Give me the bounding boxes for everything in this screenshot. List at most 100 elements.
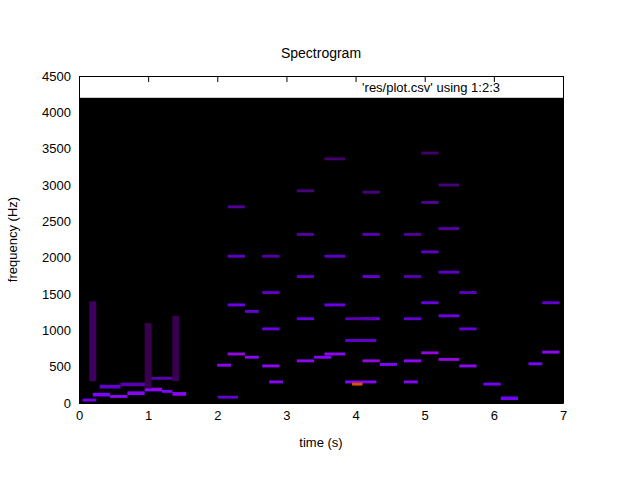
tick-label: 3500 — [42, 141, 71, 156]
cell — [324, 303, 345, 306]
cell — [459, 327, 476, 330]
y-axis: 050010001500200025003000350040004500 — [42, 69, 85, 411]
tick-mark — [557, 221, 563, 222]
tick — [557, 185, 563, 186]
y-axis-title: frequency (Hz) — [5, 197, 20, 282]
cell — [89, 301, 96, 381]
tick-label: 0 — [76, 408, 83, 423]
cell — [542, 301, 559, 304]
tick — [286, 76, 287, 82]
chart: 0123456705001000150020002500300035004000… — [0, 0, 640, 480]
cell — [404, 317, 421, 320]
x-axis: 01234567 — [76, 397, 567, 423]
cell — [148, 377, 176, 380]
cell — [245, 310, 259, 313]
cell — [262, 364, 279, 367]
cell — [483, 383, 500, 386]
cell — [501, 396, 518, 400]
cell — [162, 390, 172, 393]
cell — [262, 327, 279, 330]
cell — [228, 303, 245, 306]
tick-mark — [148, 397, 149, 403]
tick: 6 — [491, 397, 498, 423]
cell — [217, 396, 238, 399]
tick-mark — [557, 403, 563, 404]
tick — [557, 258, 563, 259]
tick-mark — [557, 294, 563, 295]
tick — [356, 76, 357, 82]
tick-mark — [217, 76, 218, 82]
title: Spectrogram — [281, 45, 361, 61]
tick-label: 3000 — [42, 178, 71, 193]
cell — [145, 323, 152, 388]
tick: 500 — [49, 359, 85, 374]
tick — [557, 149, 563, 150]
tick: 3 — [283, 397, 290, 423]
tick-mark — [79, 185, 85, 186]
tick: 1500 — [42, 287, 85, 302]
cell — [100, 385, 121, 389]
cell — [439, 358, 460, 361]
cell — [172, 316, 179, 381]
tick-mark — [557, 149, 563, 150]
cell — [324, 255, 345, 258]
cell — [439, 227, 460, 230]
tick-mark — [286, 76, 287, 82]
tick — [557, 403, 563, 404]
tick — [557, 367, 563, 368]
cell — [297, 275, 314, 278]
cell — [439, 271, 460, 274]
cell — [324, 157, 345, 160]
tick-label: 2500 — [42, 214, 71, 229]
axis-line — [79, 77, 80, 404]
cell — [79, 98, 563, 403]
tick-label: 1000 — [42, 323, 71, 338]
tick: 4000 — [42, 105, 85, 120]
tick-mark — [79, 221, 85, 222]
cell — [421, 301, 438, 304]
tick-label: 5 — [422, 408, 429, 423]
cell — [380, 363, 397, 366]
tick: 5 — [422, 397, 429, 423]
cell — [421, 250, 438, 253]
tick — [217, 76, 218, 82]
tick-mark — [557, 258, 563, 259]
cell — [439, 314, 460, 317]
cell — [228, 255, 245, 258]
cell — [362, 191, 379, 194]
cell — [262, 255, 279, 258]
tick-label: 1 — [145, 408, 152, 423]
tick: 3000 — [42, 178, 85, 193]
cell — [314, 356, 331, 359]
cell — [82, 399, 96, 402]
tick: 2500 — [42, 214, 85, 229]
tick: 2 — [214, 397, 221, 423]
cell — [345, 339, 376, 342]
cell — [228, 352, 245, 355]
tick-mark — [425, 397, 426, 403]
cell — [297, 189, 314, 192]
y-axis-right — [557, 77, 564, 404]
cell — [297, 359, 314, 362]
x-axis-title: time (s) — [299, 435, 342, 450]
tick-mark — [557, 185, 563, 186]
cell — [297, 317, 314, 320]
cell — [217, 364, 231, 367]
tick-mark — [79, 149, 85, 150]
cell — [421, 152, 438, 155]
cell — [352, 383, 362, 386]
tick-mark — [557, 76, 563, 77]
background — [0, 0, 640, 480]
cell — [362, 359, 379, 362]
cell — [362, 233, 379, 236]
tick-label: 0 — [64, 396, 71, 411]
tick — [148, 76, 149, 82]
tick-mark — [79, 367, 85, 368]
cell — [542, 351, 559, 354]
cell — [345, 317, 376, 320]
tick-mark — [79, 330, 85, 331]
tick — [557, 112, 563, 113]
tick-label: 500 — [49, 359, 71, 374]
tick-label: 1500 — [42, 287, 71, 302]
legend-entry: 'res/plot.csv' using 1:2:3 — [362, 80, 500, 95]
